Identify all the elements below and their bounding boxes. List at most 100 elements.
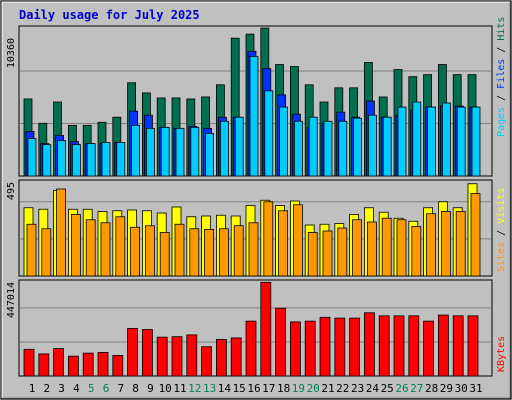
bar-sites-day-6 bbox=[100, 222, 111, 277]
bar-pages-day-28 bbox=[427, 106, 437, 177]
bar-sites-day-7 bbox=[115, 216, 126, 277]
legend-hits-label: Hits bbox=[496, 17, 507, 41]
x-tick-day-6: 6 bbox=[103, 382, 110, 395]
bar-kbytes-day-1 bbox=[23, 348, 35, 377]
y-tick-kbytes: 447014 bbox=[6, 282, 17, 318]
bar-pages-day-30 bbox=[456, 106, 466, 177]
x-tick-day-3: 3 bbox=[58, 382, 65, 395]
x-tick-day-19: 19 bbox=[292, 382, 305, 395]
bar-sites-day-8 bbox=[130, 226, 141, 277]
bar-pages-day-1 bbox=[27, 138, 37, 177]
legend-pages: Pages bbox=[496, 107, 507, 137]
bar-sites-day-19 bbox=[292, 204, 303, 277]
bar-kbytes-day-9 bbox=[141, 329, 153, 377]
bar-kbytes-day-3 bbox=[53, 348, 64, 377]
bar-sites-day-12 bbox=[189, 228, 200, 277]
bar-pages-day-11 bbox=[175, 127, 185, 177]
bar-pages-day-6 bbox=[101, 142, 111, 177]
x-tick-day-30: 30 bbox=[455, 382, 468, 395]
bar-kbytes-day-11 bbox=[171, 336, 183, 377]
bar-sites-day-9 bbox=[144, 225, 155, 277]
x-tick-day-4: 4 bbox=[73, 382, 80, 395]
x-tick-day-1: 1 bbox=[29, 382, 36, 395]
x-tick-day-31: 31 bbox=[469, 382, 482, 395]
bar-kbytes-day-30 bbox=[452, 315, 464, 377]
bar-kbytes-day-20 bbox=[304, 320, 316, 377]
bar-pages-day-16 bbox=[249, 56, 259, 177]
x-tick-day-11: 11 bbox=[173, 382, 186, 395]
chart-title: Daily usage for July 2025 bbox=[19, 8, 200, 22]
x-tick-day-22: 22 bbox=[336, 382, 349, 395]
legend-sites: Sites bbox=[496, 242, 507, 272]
bar-pages-day-5 bbox=[86, 143, 96, 177]
bar-pages-day-21 bbox=[323, 120, 333, 177]
bar-kbytes-day-5 bbox=[82, 352, 94, 377]
bar-kbytes-day-18 bbox=[275, 307, 287, 377]
bar-kbytes-day-29 bbox=[437, 314, 449, 377]
bar-kbytes-day-27 bbox=[408, 315, 420, 377]
bar-pages-day-20 bbox=[308, 116, 318, 177]
bar-sites-day-2 bbox=[41, 228, 52, 277]
bar-pages-day-2 bbox=[42, 144, 52, 177]
legend-kbytes: KBytes bbox=[496, 336, 507, 372]
x-tick-day-24: 24 bbox=[366, 382, 380, 395]
bar-kbytes-day-25 bbox=[378, 315, 390, 377]
bar-pages-day-3 bbox=[57, 140, 66, 177]
bar-kbytes-day-23 bbox=[349, 317, 361, 377]
bar-sites-day-30 bbox=[455, 211, 466, 277]
x-tick-day-2: 2 bbox=[43, 382, 50, 395]
bar-sites-day-5 bbox=[85, 219, 96, 277]
x-tick-day-8: 8 bbox=[132, 382, 139, 395]
bar-kbytes-day-13 bbox=[201, 346, 213, 377]
x-tick-day-14: 14 bbox=[218, 382, 232, 395]
x-tick-day-16: 16 bbox=[247, 382, 260, 395]
bar-sites-day-21 bbox=[322, 230, 333, 277]
bar-kbytes-day-22 bbox=[334, 317, 346, 377]
bar-kbytes-day-12 bbox=[186, 334, 198, 377]
x-tick-day-20: 20 bbox=[307, 382, 320, 395]
bar-kbytes-day-2 bbox=[38, 353, 50, 377]
legend-visits-label: Visits bbox=[496, 188, 507, 224]
legend-hits: Pages / Files / Hits bbox=[496, 17, 507, 137]
bar-kbytes-day-7 bbox=[112, 355, 124, 377]
x-tick-day-5: 5 bbox=[88, 382, 95, 395]
bar-sites-day-18 bbox=[278, 210, 289, 277]
bar-kbytes-day-21 bbox=[319, 316, 331, 377]
bar-pages-day-8 bbox=[131, 124, 141, 177]
bar-sites-day-26 bbox=[396, 219, 407, 277]
bar-pages-day-9 bbox=[145, 127, 155, 177]
legend-kbytes-label: KBytes bbox=[496, 336, 507, 372]
x-tick-day-18: 18 bbox=[277, 382, 290, 395]
bar-pages-day-26 bbox=[397, 106, 407, 177]
bar-pages-day-10 bbox=[160, 126, 170, 177]
bar-pages-day-23 bbox=[353, 117, 363, 177]
bar-pages-day-19 bbox=[293, 120, 303, 177]
bar-sites-day-25 bbox=[381, 217, 392, 277]
x-tick-day-9: 9 bbox=[147, 382, 154, 395]
x-tick-labels: 1 2 3 4 5 6 7 8 9 10 11 12 13 14 15 16 17 18 19 20 21 22 23 24 2… bbox=[29, 382, 483, 395]
legend-visits: Sites / Visits bbox=[496, 188, 507, 272]
bar-sites-day-27 bbox=[411, 226, 422, 277]
bars bbox=[23, 27, 481, 377]
x-tick-day-15: 15 bbox=[233, 382, 246, 395]
x-tick-day-28: 28 bbox=[425, 382, 438, 395]
bar-pages-day-24 bbox=[367, 114, 377, 177]
x-tick-day-27: 27 bbox=[410, 382, 423, 395]
bar-sites-day-4 bbox=[71, 214, 81, 277]
x-tick-day-25: 25 bbox=[381, 382, 394, 395]
bar-sites-day-29 bbox=[440, 211, 451, 277]
bar-pages-day-29 bbox=[441, 102, 451, 177]
x-tick-day-29: 29 bbox=[440, 382, 453, 395]
bar-pages-day-14 bbox=[219, 120, 229, 177]
bar-pages-day-27 bbox=[412, 101, 422, 177]
x-tick-day-21: 21 bbox=[321, 382, 334, 395]
bar-sites-day-22 bbox=[337, 227, 348, 277]
y-tick-hits: 10360 bbox=[6, 38, 17, 68]
x-tick-day-7: 7 bbox=[117, 382, 124, 395]
bar-pages-day-25 bbox=[382, 116, 392, 177]
bar-sites-day-28 bbox=[426, 213, 437, 277]
bar-kbytes-day-16 bbox=[245, 320, 257, 377]
x-tick-day-13: 13 bbox=[203, 382, 216, 395]
